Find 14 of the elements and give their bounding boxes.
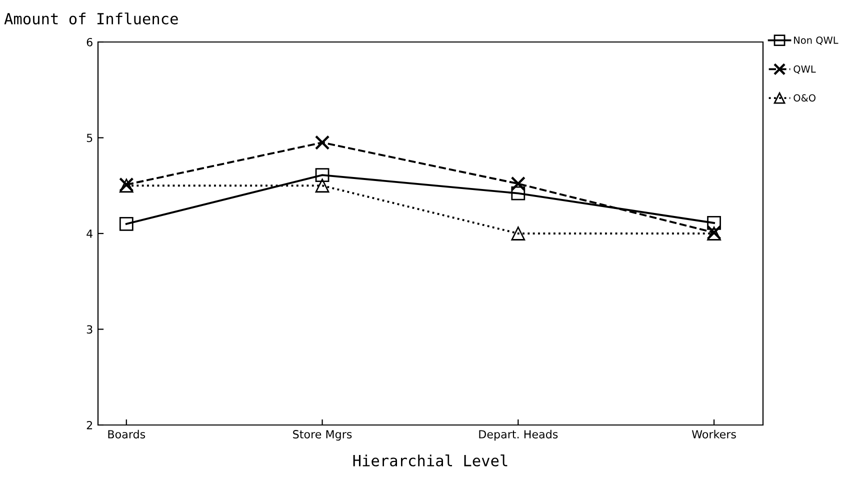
legend-label: Non QWL bbox=[794, 36, 838, 45]
x-tick-label: Depart. Heads bbox=[479, 430, 558, 441]
y-tick-label: 2 bbox=[86, 420, 92, 430]
y-tick-label: 3 bbox=[86, 325, 92, 334]
y-tick-label: 5 bbox=[86, 134, 92, 142]
legend-label: O&O bbox=[794, 94, 816, 102]
x-tick-label: Boards bbox=[108, 430, 146, 438]
x-tick-label: Store Mgrs bbox=[293, 430, 352, 441]
y-axis-title: Amount of Influence bbox=[4, 12, 178, 24]
x-axis-title: Hierarchial Level bbox=[353, 454, 508, 466]
y-tick-label: 4 bbox=[86, 230, 93, 238]
legend-label: QWL bbox=[794, 65, 816, 74]
y-tick-label: 6 bbox=[86, 38, 92, 46]
x-tick-label: Workers bbox=[692, 430, 736, 438]
